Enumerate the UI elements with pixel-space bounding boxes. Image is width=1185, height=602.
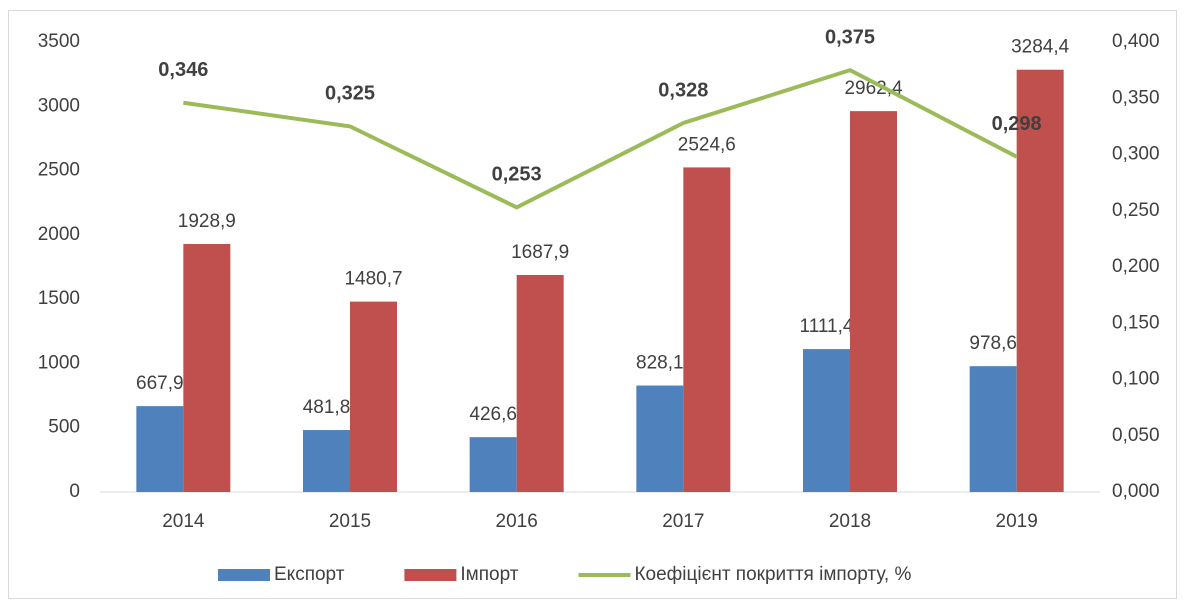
bar (516, 274, 564, 492)
bar-value-label: 978,6 (969, 333, 1017, 354)
bar-value-label: 1928,9 (178, 211, 236, 232)
bar-value-label: 426,6 (469, 404, 517, 425)
x-tick-label: 2015 (329, 511, 371, 532)
bar (969, 366, 1017, 492)
bar (303, 430, 350, 492)
line-value-label: 0,325 (325, 83, 375, 105)
bar (1016, 69, 1064, 492)
line-value-label: 0,375 (825, 26, 875, 48)
bar-value-label: 667,9 (136, 373, 184, 394)
legend-label: Експорт (274, 564, 345, 585)
y2-tick-label: 0,350 (1112, 87, 1160, 108)
legend-swatch (404, 569, 457, 581)
x-tick-label: 2019 (996, 511, 1038, 532)
y-tick-label: 2000 (38, 224, 80, 245)
y2-tick-label: 0,300 (1112, 144, 1160, 165)
y-tick-label: 3500 (38, 31, 80, 52)
y-tick-label: 500 (48, 417, 80, 438)
bar (636, 385, 684, 492)
bar-value-label: 1111,4 (800, 316, 854, 337)
y2-tick-label: 0,250 (1112, 200, 1160, 221)
x-tick-label: 2018 (829, 511, 871, 532)
y2-tick-label: 0,400 (1112, 31, 1160, 52)
y2-tick-label: 0,150 (1112, 312, 1160, 333)
y2-tick-label: 0,100 (1112, 369, 1160, 390)
line-value-label: 0,328 (658, 79, 708, 101)
y2-tick-label: 0,000 (1112, 481, 1160, 502)
bar (183, 243, 231, 492)
y2-tick-label: 0,050 (1112, 425, 1160, 446)
x-tick-label: 2016 (496, 511, 538, 532)
line-value-label: 0,298 (992, 113, 1042, 135)
y2-tick-label: 0,200 (1112, 256, 1160, 277)
bar-value-label: 828,1 (636, 353, 684, 374)
bar (803, 349, 850, 492)
legend-label: Коефіцієнт покриття імпорту, % (634, 564, 911, 585)
bar (683, 167, 731, 492)
bar (469, 437, 517, 492)
y-tick-label: 2500 (38, 160, 80, 181)
line-value-label: 0,346 (158, 59, 208, 81)
bar-value-label: 1480,7 (344, 269, 402, 290)
bar (136, 406, 184, 492)
line-value-label: 0,253 (492, 164, 542, 186)
y-tick-label: 0 (69, 481, 80, 502)
y-tick-label: 1500 (38, 288, 80, 309)
bar-value-label: 2524,6 (678, 134, 736, 155)
bar (850, 111, 897, 493)
bar (350, 301, 397, 492)
legend-label: Імпорт (460, 564, 518, 585)
bar-value-label: 2962,4 (844, 78, 903, 99)
bar-value-label: 1687,9 (511, 242, 569, 263)
line (183, 67, 1018, 210)
legend-swatch (218, 569, 270, 581)
y-tick-label: 1000 (38, 352, 80, 373)
x-tick-label: 2014 (162, 511, 205, 532)
x-tick-label: 2017 (662, 511, 704, 532)
bar-value-label: 3284,4 (1011, 37, 1070, 58)
bar-value-label: 481,8 (303, 397, 351, 418)
y-tick-label: 3000 (38, 95, 80, 116)
